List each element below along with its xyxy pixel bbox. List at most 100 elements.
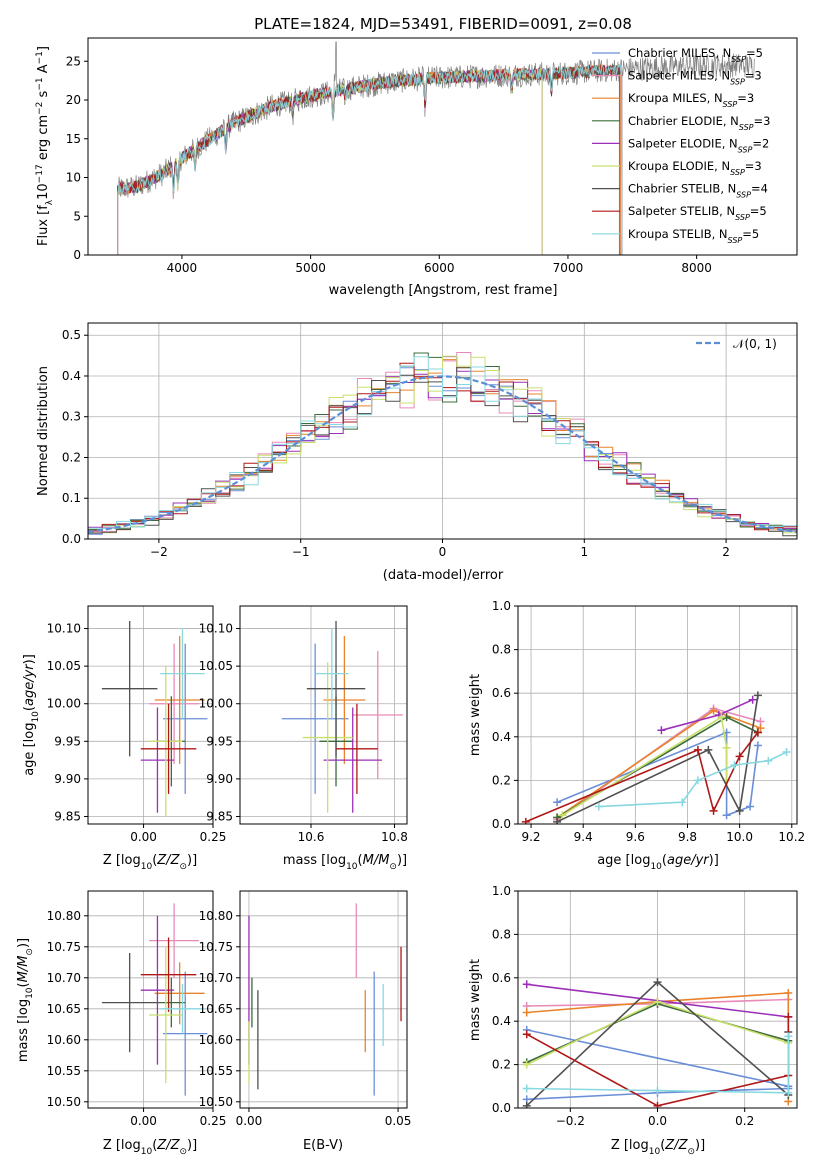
weight-point (730, 761, 739, 770)
weight-point (753, 691, 762, 700)
errorbar-chabrier-stelib (101, 621, 158, 757)
weight-point (753, 741, 762, 750)
mass-weight-vs-Z-frame: −0.2 0.0 0.2 0.0 0.2 0.4 0.6 0.8 1.0 (492, 884, 798, 1128)
weight-series-chabrier-miles (553, 728, 762, 820)
legend-label: Chabrier ELODIE, NSSP=3 (628, 114, 770, 132)
residuals-ytick-label: 0.1 (62, 491, 81, 505)
weight-point (678, 798, 687, 807)
mass-weight-vs-Z-ytick-label: 0.4 (492, 1014, 511, 1028)
age-vs-Z-ytick-label: 10.00 (47, 697, 81, 711)
weight-point (709, 806, 718, 815)
weight-point (521, 817, 530, 824)
legend-label: Kroupa ELODIE, NSSP=3 (628, 159, 762, 177)
weight-line (556, 709, 761, 819)
age-vs-mass-ytick-label: 10.05 (199, 659, 233, 673)
spectrum-ytick-label: 15 (66, 132, 81, 146)
age-vs-mass-xtick-label: 10.6 (298, 830, 325, 844)
residuals-frame: −2 −1 0 1 2 0.0 0.1 0.2 0.3 0.4 0.5 (62, 322, 798, 559)
mass-weight-vs-Z-xtick-label: 0.0 (648, 1114, 667, 1128)
age-vs-Z-ytick-label: 9.95 (54, 734, 81, 748)
mass-weight-vs-age-plot-area (521, 691, 791, 824)
weight-point (522, 1084, 531, 1093)
errorbar-salpeter-miles (149, 903, 200, 978)
errorbar-kroupa-stelib (315, 628, 349, 719)
errorbar-chabrier-miles (163, 643, 208, 794)
errorbar-chabrier-stelib (101, 953, 158, 1053)
mass-vs-Z-border (87, 890, 214, 1109)
weight-point (522, 1030, 531, 1039)
mass-weight-vs-Z-xtick-label: 0.2 (735, 1114, 754, 1128)
age-vs-Z-xtick-label: 0.00 (130, 830, 157, 844)
weight-series-salpeter-miles (553, 704, 765, 824)
mass-vs-Z-ytick-label: 10.75 (47, 940, 81, 954)
mass-vs-ebv-ytick-label: 10.55 (199, 1064, 233, 1078)
mass-vs-ebv-ytick-label: 10.75 (199, 940, 233, 954)
residuals-plot-area (88, 352, 797, 537)
spectrum-ylabel: Flux [fλ10−17 erg cm−2 s−1 A−1] (35, 46, 55, 246)
legend-label: Salpeter ELODIE, NSSP=2 (628, 136, 769, 154)
weight-point (784, 1012, 793, 1021)
mass-vs-ebv-xtick-label: 0.00 (236, 1114, 263, 1128)
model-spectrum-salpeter-stelib (117, 64, 623, 255)
mass-weight-vs-Z-ylabel: mass weight (468, 959, 483, 1041)
spectrum-legend: Chabrier MILES, NSSP=5 Salpeter MILES, NS… (592, 46, 770, 244)
spectrum-xtick-label: 7000 (553, 261, 584, 275)
residuals-xtick-label: 0 (439, 545, 447, 559)
mass-weight-vs-age-xtick-label: 9.8 (678, 830, 697, 844)
weight-series-salpeter-elodie (657, 695, 757, 735)
age-vs-mass-plot-area (281, 621, 403, 813)
age-vs-Z-ytick-label: 10.05 (47, 659, 81, 673)
weight-series-chabrier-stelib (553, 691, 762, 824)
residuals-ytick-label: 0.5 (62, 328, 81, 342)
model-spectrum-kroupa-stelib (117, 63, 623, 255)
age-vs-mass-ytick-label: 9.90 (206, 772, 233, 786)
weight-point (784, 1088, 793, 1097)
weight-point (553, 798, 562, 807)
age-vs-mass-ytick-label: 10.10 (199, 622, 233, 636)
errorbar-kroupa-elodie (149, 946, 183, 1084)
mass-weight-vs-age-ytick-label: 0.4 (492, 730, 511, 744)
weight-series-kroupa-stelib (522, 1032, 793, 1097)
errorbar-kroupa-stelib (160, 984, 205, 1034)
legend-label: Kroupa MILES, NSSP=3 (628, 91, 754, 109)
spectrum-plot-area (117, 41, 755, 255)
age-vs-Z-ylabel: age [log10(age/yr)] (22, 654, 41, 776)
mass-vs-Z-xtick-label: 0.00 (130, 1114, 157, 1128)
weight-point (693, 745, 702, 754)
mass-vs-ebv-ytick-label: 10.65 (199, 1002, 233, 1016)
mass-weight-vs-age-ytick-label: 0.0 (492, 817, 511, 831)
weight-point (753, 728, 762, 737)
mass-vs-Z-ytick-label: 10.65 (47, 1002, 81, 1016)
weight-line (526, 1036, 790, 1094)
age-vs-mass-xlabel: mass [log10(M/M⊙)] (283, 853, 407, 872)
residuals-legend: 𝒩(0, 1) (696, 337, 777, 351)
legend-label: Chabrier STELIB, NSSP=4 (628, 182, 768, 200)
mass-weight-vs-Z-xlabel: Z [log10(Z/Z⊙)] (611, 1138, 705, 1157)
mass-weight-vs-age-ylabel: mass weight (468, 674, 483, 756)
spectrum-xtick-label: 6000 (424, 261, 455, 275)
errorbar-chabrier-miles (281, 643, 349, 794)
errorbar-salpeter-stelib (140, 937, 197, 1012)
weight-line (598, 751, 787, 808)
mass-weight-vs-age-xtick-label: 9.2 (521, 830, 540, 844)
mass-vs-ebv-ytick-label: 10.80 (199, 909, 233, 923)
errorbar-chabrier-elodie (157, 977, 186, 1028)
mass-vs-Z-ylabel: mass [log10(M/M⊙)] (16, 938, 35, 1062)
model-spectrum-chabrier-stelib (117, 64, 623, 255)
weight-point (756, 724, 765, 733)
mass-vs-Z-ytick-label: 10.55 (47, 1064, 81, 1078)
age-vs-mass-border (239, 605, 408, 825)
mass-weight-vs-age-xtick-label: 9.4 (574, 830, 593, 844)
age-vs-mass-ytick-label: 9.85 (206, 809, 233, 823)
mass-weight-vs-age-xtick-label: 9.6 (626, 830, 645, 844)
errorbar-salpeter-miles (352, 651, 403, 779)
mass-vs-Z-xtick-label: 0.25 (200, 1114, 227, 1128)
weight-point (553, 817, 562, 824)
residuals-xtick-label: 1 (580, 545, 588, 559)
residuals-ytick-label: 0.2 (62, 450, 81, 464)
errorbar-kroupa-stelib (160, 628, 205, 719)
age-vs-Z-ytick-label: 9.85 (54, 809, 81, 823)
mass-weight-vs-age-xtick-label: 10.0 (726, 830, 753, 844)
weight-point (693, 776, 702, 785)
weight-point (748, 695, 757, 704)
